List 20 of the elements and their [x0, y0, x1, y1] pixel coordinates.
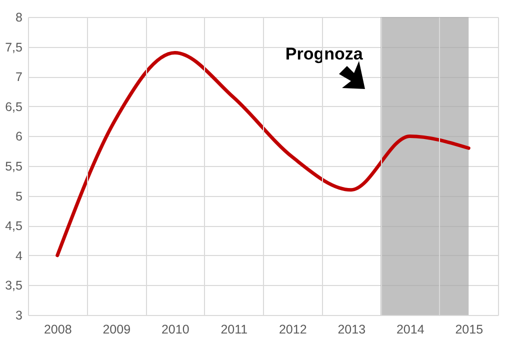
y-tick-label: 3	[16, 308, 23, 322]
y-tick-label: 7,5	[5, 40, 23, 54]
x-tick-label: 2009	[102, 322, 131, 336]
y-tick-label: 4	[16, 248, 23, 263]
x-tick-label: 2013	[338, 322, 366, 336]
y-tick-label: 7	[16, 70, 23, 84]
y-tick-label: 6,5	[5, 100, 23, 114]
x-tick-label: 2010	[161, 322, 190, 336]
y-tick-label: 3,5	[5, 278, 23, 293]
y-tick-label: 5,5	[5, 160, 23, 174]
x-tick-label: 2012	[278, 322, 307, 336]
x-tick-label: 2011	[220, 322, 248, 336]
y-tick-label: 5	[16, 189, 23, 204]
annotation: Prognoza	[285, 44, 364, 64]
y-tick-label: 6	[16, 130, 23, 144]
x-tick-label: 2008	[44, 322, 72, 336]
y-tick-label: 4,5	[5, 219, 23, 234]
y-tick-label: 8	[16, 10, 23, 24]
x-tick-label: 2014	[396, 322, 424, 336]
x-tick-label: 2015	[455, 322, 484, 336]
